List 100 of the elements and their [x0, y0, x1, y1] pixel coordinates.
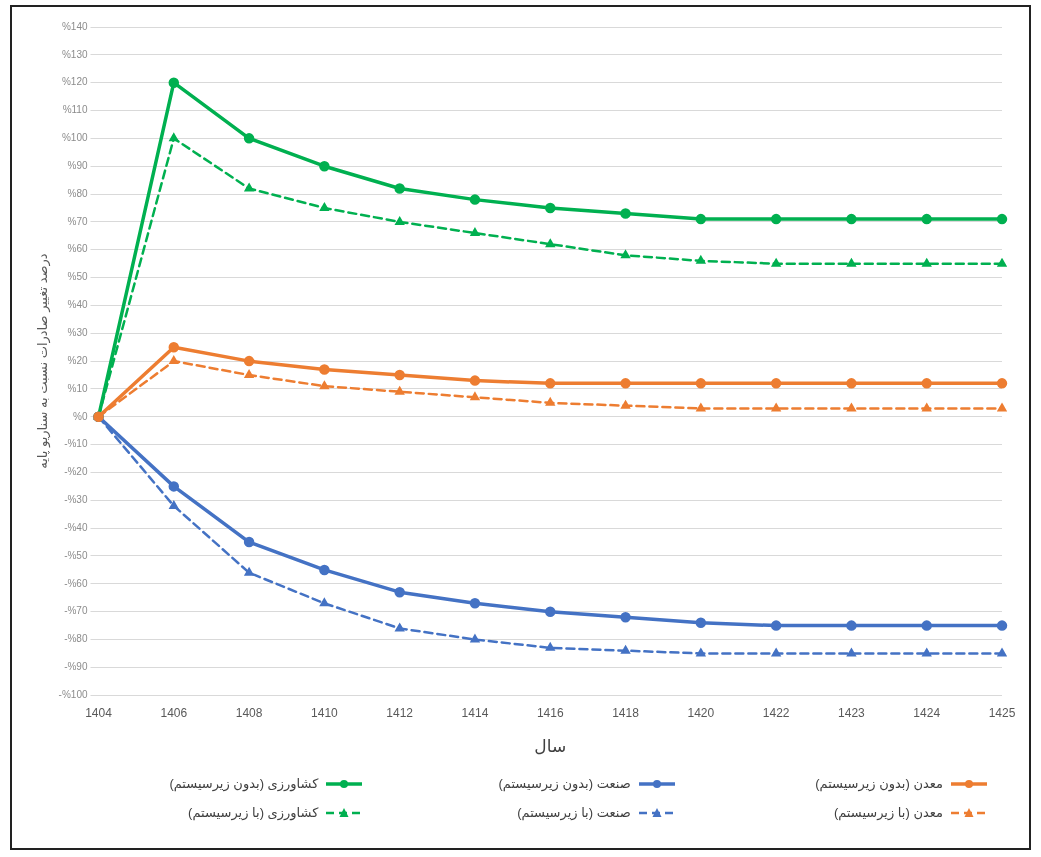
point — [846, 620, 857, 631]
x-tick-label: 1422 — [762, 705, 790, 720]
point — [846, 378, 857, 389]
y-axis-title: درصد تغییر صادرات نسبت به سناریو پایه — [35, 253, 52, 469]
x-tick-label: 1410 — [311, 705, 339, 720]
point — [319, 160, 330, 172]
point — [545, 378, 556, 389]
point — [620, 208, 631, 219]
point — [469, 194, 481, 205]
point — [168, 341, 180, 353]
x-tick-label: 1414 — [461, 705, 489, 720]
point — [395, 623, 404, 632]
point — [620, 378, 631, 389]
point — [921, 213, 932, 225]
point — [244, 183, 254, 192]
point — [847, 403, 856, 412]
point — [395, 386, 404, 395]
y-tick-label: -%90 — [64, 661, 88, 673]
y-tick-label: %110 — [62, 104, 88, 116]
point — [545, 202, 556, 214]
x-tick-label: 1406 — [160, 705, 188, 720]
y-tick-label: -%70 — [64, 605, 88, 617]
x-tick-label: 1425 — [988, 705, 1016, 720]
point — [168, 77, 180, 88]
point — [847, 258, 856, 267]
point — [847, 648, 856, 657]
point — [169, 133, 179, 142]
point — [319, 564, 330, 576]
point — [470, 392, 480, 401]
point — [169, 501, 179, 509]
x-tick-label: 1418 — [612, 705, 640, 720]
point — [169, 356, 179, 365]
x-tick-label: 1423 — [838, 705, 866, 720]
point — [770, 213, 782, 225]
point — [997, 403, 1007, 412]
x-axis-title: سال — [534, 737, 567, 757]
x-tick-label: 1424 — [913, 705, 941, 720]
point — [621, 645, 630, 654]
point — [695, 213, 707, 225]
legend-label: صنعت (بدون زیرسیستم) — [498, 776, 631, 791]
point — [846, 213, 857, 225]
x-tick-label: 1416 — [536, 705, 564, 720]
point — [770, 620, 782, 631]
point — [696, 648, 706, 657]
y-tick-label: %140 — [61, 20, 88, 32]
point — [922, 403, 931, 412]
y-tick-label: %40 — [67, 299, 88, 311]
y-tick-label: %10 — [67, 382, 88, 394]
point — [545, 239, 555, 248]
y-tick-label: -%80 — [64, 633, 88, 645]
point — [470, 634, 480, 643]
point — [319, 364, 330, 375]
y-tick-label: -%100 — [58, 688, 88, 700]
y-tick-label: %90 — [67, 159, 88, 171]
legend-label: کشاورزی (با زیرسیستم) — [188, 805, 319, 820]
point — [996, 213, 1008, 225]
y-tick-label: %120 — [61, 76, 88, 88]
y-tick-label: %70 — [67, 215, 88, 227]
y-tick-label: %20 — [67, 354, 88, 366]
point — [395, 217, 404, 225]
y-tick-label: %100 — [61, 132, 88, 144]
y-tick-label: %80 — [67, 187, 88, 199]
y-tick-label: %50 — [67, 271, 88, 283]
y-tick-label: -%10 — [64, 438, 88, 450]
point — [921, 378, 932, 389]
point — [771, 648, 781, 657]
legend-label: معدن (با زیرسیستم) — [833, 805, 943, 820]
point — [243, 355, 255, 367]
point — [168, 481, 180, 492]
legend-label: معدن (بدون زیرسیستم) — [815, 776, 943, 791]
point — [997, 648, 1007, 657]
y-tick-label: %130 — [61, 48, 88, 60]
point — [469, 598, 481, 609]
point — [770, 378, 782, 389]
point — [997, 258, 1007, 267]
x-tick-label: 1404 — [85, 705, 113, 720]
y-tick-label: -%40 — [64, 521, 88, 533]
point — [996, 620, 1008, 631]
point — [996, 378, 1008, 389]
point — [922, 258, 931, 267]
point — [695, 378, 707, 389]
point — [320, 381, 329, 390]
y-tick-label: %30 — [67, 327, 88, 339]
point — [320, 203, 329, 211]
point — [621, 400, 630, 409]
point — [394, 586, 405, 598]
y-tick-label: -%60 — [64, 577, 88, 589]
legend-label: صنعت (با زیرسیستم) — [517, 805, 631, 820]
y-tick-label: -%20 — [64, 466, 88, 478]
x-tick-label: 1420 — [687, 705, 715, 720]
point — [470, 228, 480, 237]
x-tick-label: 1412 — [386, 705, 414, 720]
y-tick-label: %60 — [67, 243, 88, 255]
point — [771, 258, 781, 267]
point — [621, 250, 630, 259]
point — [320, 598, 329, 607]
y-tick-label: %0 — [73, 410, 88, 422]
point — [469, 375, 481, 386]
x-tick-label: 1408 — [235, 705, 263, 720]
point — [394, 369, 405, 381]
